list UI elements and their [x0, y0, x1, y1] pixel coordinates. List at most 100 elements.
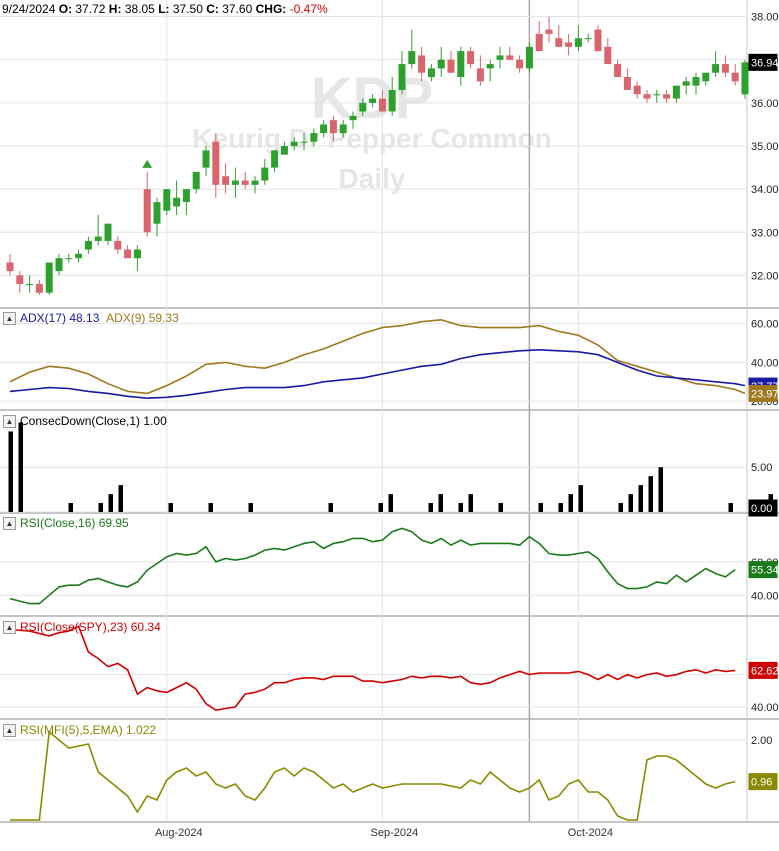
consec-bar [458, 503, 463, 512]
consec-bar [628, 494, 633, 512]
candle-body [682, 81, 690, 86]
collapse-consec-panel-button[interactable]: ▲ [3, 415, 16, 429]
consec-panel-title: ▲ ConsecDown(Close,1) 1.00 [3, 414, 167, 429]
rsimfi-series-line [10, 730, 736, 821]
header-open-label: O: [58, 2, 73, 16]
buy-signal-arrow [142, 159, 153, 168]
candle-body [663, 94, 671, 99]
watermark-name: Keurig Dr Pepper Common [192, 123, 551, 154]
adx-panel-title: ▲ ADX(17) 48.13 ADX(9) 59.33 [3, 311, 179, 326]
rsispy-last-tag-text: 62.62 [751, 665, 779, 677]
candle-body [584, 38, 592, 40]
candle-body [16, 275, 24, 285]
candle-body [241, 180, 249, 185]
candle-body [604, 46, 612, 65]
consec-bar [498, 503, 503, 512]
candle-body [173, 197, 181, 207]
adx9-last-tag-text: 23.97 [751, 388, 779, 400]
consec-bar [658, 467, 663, 512]
candle-body [555, 38, 563, 47]
candle-body [124, 249, 132, 259]
adx17-value: 48.13 [69, 311, 100, 325]
candle-body [290, 141, 298, 147]
candle-body [388, 89, 396, 112]
consec-y-tick-label: 5.00 [751, 462, 772, 474]
header-date: 9/24/2024 [2, 2, 56, 16]
candle-body [182, 189, 190, 203]
candle-body [408, 51, 416, 65]
consec-bar [68, 503, 73, 512]
rsispy-panel-bg [0, 617, 779, 718]
header-high: 38.05 [124, 2, 155, 16]
adx9-label: ADX(9) [106, 311, 146, 325]
candle-body [623, 77, 631, 90]
rsi16-panel-bg [0, 514, 779, 615]
collapse-rsi16-panel-button[interactable]: ▲ [3, 517, 16, 531]
rsispy-series-line [9, 625, 736, 712]
candle-body [251, 180, 259, 185]
header-close-label: C: [206, 2, 219, 16]
rsimfi-last-tag-bg [748, 773, 778, 791]
candle-body [300, 141, 308, 143]
header-chg-label: CHG: [255, 2, 287, 16]
x-tick-label: Oct-2024 [568, 827, 613, 839]
candle-body [26, 284, 34, 286]
candle-body [133, 249, 141, 259]
consec-bar [168, 503, 173, 512]
candle-body [672, 85, 680, 99]
rsi16-last-tag-bg [748, 561, 778, 579]
candle-body [565, 42, 573, 47]
rsimfi-panel-bg [0, 720, 779, 821]
candle-body [114, 240, 122, 250]
collapse-adx-panel-button[interactable]: ▲ [3, 312, 16, 326]
consec-label: ConsecDown(Close,1) [20, 414, 141, 428]
consec-bar [248, 503, 253, 512]
rsi16-panel-title: ▲ RSI(Close,16) 69.95 [3, 516, 129, 531]
candle-body [153, 202, 161, 224]
price-y-tick-label: 35.00 [751, 141, 779, 153]
rsispy-label: RSI(Close(SPY),23) [20, 620, 128, 634]
collapse-rsispy-panel-button[interactable]: ▲ [3, 621, 16, 635]
candle-body [329, 120, 337, 134]
candle-body [574, 38, 582, 47]
adx9-value: 59.33 [148, 311, 179, 325]
candle-body [594, 29, 602, 52]
rsimfi-label: RSI(MFI(5),5,EMA) [20, 723, 123, 737]
rsispy-last-tag-bg [748, 661, 778, 679]
candle-body [378, 98, 386, 112]
candle-body [467, 51, 475, 65]
adx17-series-line [9, 348, 746, 400]
header-low-label: L: [158, 2, 170, 16]
consec-bar [578, 485, 583, 512]
ohlc-header: 9/24/2024 O: 37.72 H: 38.05 L: 37.50 C: … [2, 2, 328, 16]
rsimfi-value: 1.022 [126, 723, 157, 737]
candle-body [427, 68, 435, 78]
consec-bar [648, 476, 653, 512]
candle-body [447, 59, 455, 73]
candle-body [271, 150, 279, 168]
candle-body [437, 59, 445, 69]
candle-body [75, 253, 83, 259]
consec-bar [118, 485, 123, 512]
consec-bar [18, 422, 23, 512]
consec-bar [618, 503, 623, 512]
candle-body [457, 51, 465, 78]
rsi16-series-line [9, 527, 736, 605]
consec-bar [638, 485, 643, 512]
candle-body [280, 146, 288, 155]
consec-bar [468, 494, 473, 512]
candle-body [614, 64, 622, 78]
candle-body [653, 94, 661, 96]
consec-bar [108, 494, 113, 512]
candle-body [143, 189, 151, 233]
candle-body [369, 98, 377, 103]
candle-body [45, 262, 53, 293]
consec-last-tag-bg [748, 499, 778, 517]
candle-body [94, 236, 102, 241]
candle-body [320, 124, 328, 134]
collapse-rsimfi-panel-button[interactable]: ▲ [3, 724, 16, 738]
x-tick-label: Aug-2024 [155, 827, 203, 839]
candle-body [486, 64, 494, 69]
